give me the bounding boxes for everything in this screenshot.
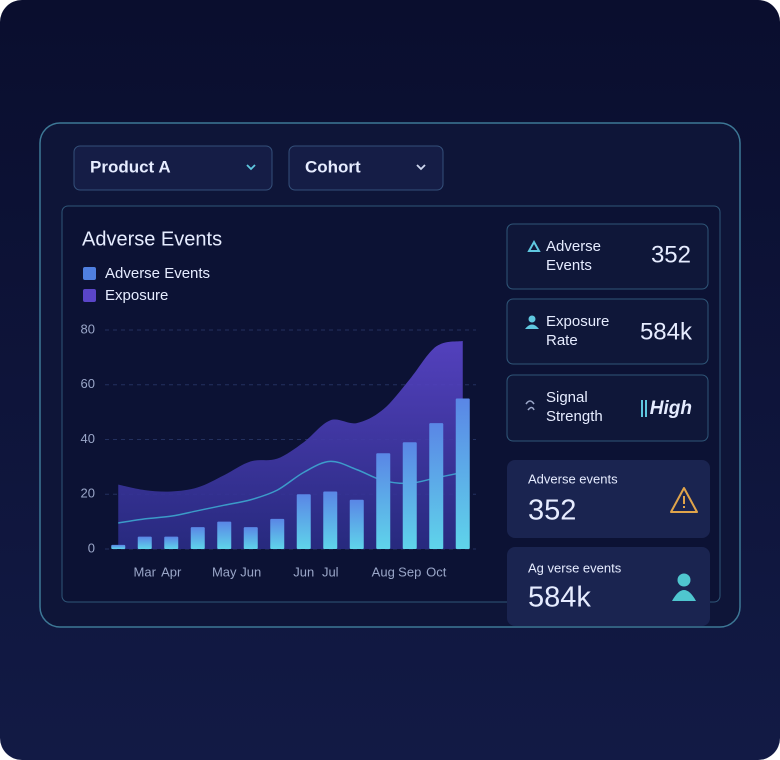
stat-value: 584k: [640, 318, 693, 345]
stat-value: High: [650, 398, 692, 419]
stat-label: Exposure: [546, 313, 609, 330]
warning-icon: [683, 496, 685, 504]
y-tick-label: 0: [88, 540, 95, 555]
stat-card: [506, 374, 709, 442]
y-tick-label: 20: [81, 486, 95, 501]
x-tick-label: Jun: [293, 564, 314, 579]
legend-label: Adverse Events: [105, 265, 210, 282]
x-tick-label: Apr: [161, 564, 182, 579]
summary-value: 352: [528, 495, 576, 527]
legend-swatch: [83, 289, 96, 302]
chevron: [246, 164, 256, 171]
person-icon: [528, 315, 536, 323]
warning-icon: [670, 487, 698, 513]
stat-label: Signal: [546, 389, 588, 406]
bar: [243, 527, 258, 549]
summary-card: [507, 460, 710, 538]
stat-label: Rate: [546, 332, 578, 349]
y-tick-label: 40: [81, 431, 95, 446]
bar: [376, 453, 391, 549]
x-tick-label: Jul: [322, 564, 339, 579]
x-tick-label: Oct: [426, 564, 447, 579]
bar: [455, 398, 470, 549]
legend-swatch: [83, 267, 96, 280]
bar: [137, 536, 152, 549]
bar: [296, 494, 311, 549]
chevron: [416, 164, 426, 171]
summary-card: [507, 547, 710, 626]
signal-bar: [645, 400, 647, 417]
bar: [349, 499, 364, 549]
bar: [429, 423, 444, 549]
warning-icon: [527, 239, 541, 252]
signal-bar: [641, 400, 643, 417]
stat-label: Strength: [546, 408, 603, 425]
y-tick-label: 60: [81, 376, 95, 391]
x-tick-label: Mar: [134, 564, 157, 579]
signal-icon: [525, 400, 535, 411]
x-tick-label: Sep: [398, 564, 421, 579]
bar: [217, 521, 232, 549]
bar: [111, 544, 126, 549]
person-icon: [677, 573, 691, 587]
bar: [270, 518, 285, 549]
dropdown-label[interactable]: Cohort: [305, 157, 361, 176]
person-icon: [672, 590, 696, 601]
dropdown[interactable]: [288, 145, 444, 191]
person-icon: [525, 324, 539, 329]
dropdown[interactable]: [73, 145, 273, 191]
warning-icon: [683, 506, 685, 508]
stat-value: 352: [651, 241, 691, 268]
y-tick-label: 80: [81, 321, 95, 336]
stat-card: [506, 223, 709, 290]
x-tick-label: Aug: [372, 564, 395, 579]
x-tick-label: Jun: [240, 564, 261, 579]
bar: [402, 442, 417, 549]
legend-label: Exposure: [105, 287, 168, 304]
stat-card: [506, 298, 709, 365]
x-tick-label: May: [212, 564, 237, 579]
bar: [164, 536, 179, 549]
summary-label: Adverse events: [528, 471, 618, 486]
bar: [190, 527, 205, 549]
bar: [323, 491, 338, 549]
chart-title: Adverse Events: [82, 228, 222, 250]
stat-label: Events: [546, 257, 592, 274]
dropdown-label[interactable]: Product A: [90, 157, 171, 176]
summary-value: 584k: [528, 582, 591, 614]
stat-label: Adverse: [546, 238, 601, 255]
summary-label: Ag verse events: [528, 560, 622, 575]
